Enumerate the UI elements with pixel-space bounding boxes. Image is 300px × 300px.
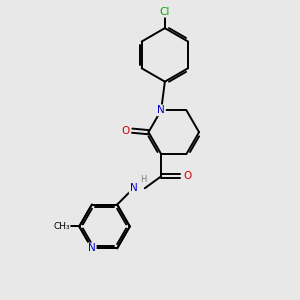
Text: N: N: [157, 105, 165, 115]
Text: O: O: [183, 171, 191, 181]
Text: CH₃: CH₃: [53, 222, 70, 231]
Text: Cl: Cl: [160, 7, 170, 17]
Text: O: O: [122, 126, 130, 136]
Text: N: N: [130, 183, 137, 193]
Text: N: N: [88, 243, 96, 253]
Text: H: H: [140, 176, 146, 184]
